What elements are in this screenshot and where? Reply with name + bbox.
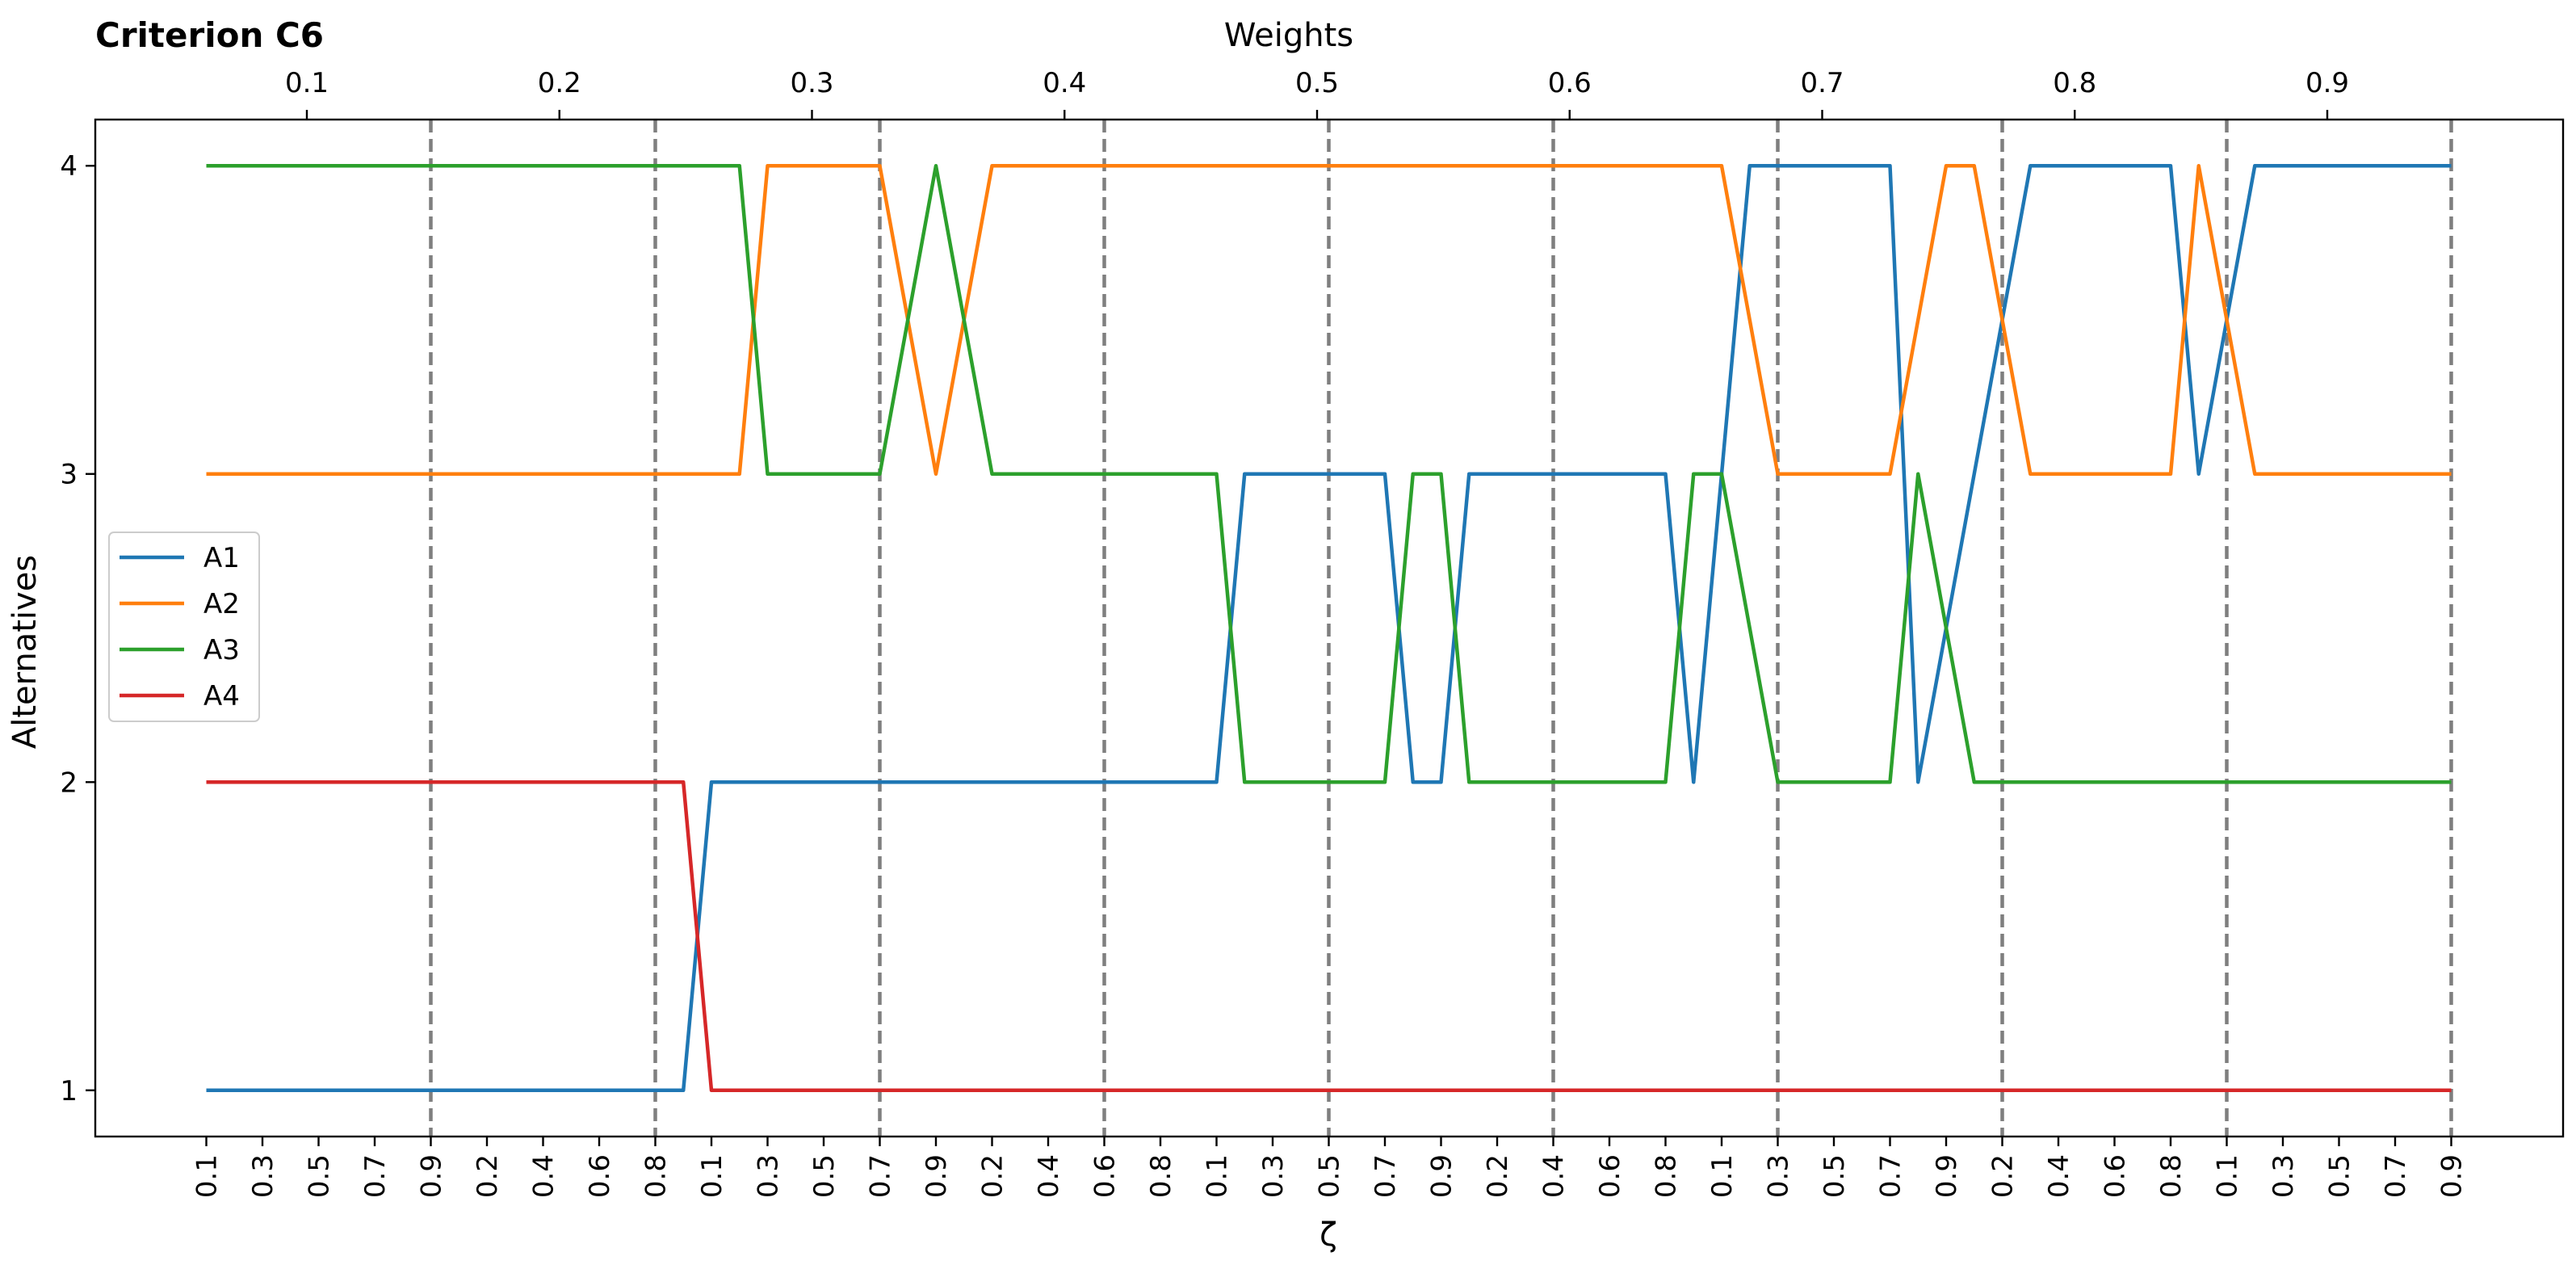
top-tick-label: 0.9 xyxy=(2305,67,2349,99)
x-axis-label: ζ xyxy=(1319,1216,1337,1254)
top-tick-label: 0.5 xyxy=(1295,67,1339,99)
x-tick-label: 0.8 xyxy=(1651,1154,1683,1198)
x-tick-label: 0.8 xyxy=(1145,1154,1177,1198)
x-tick-label: 0.3 xyxy=(1257,1154,1290,1198)
x-tick-label: 0.5 xyxy=(304,1154,336,1198)
x-tick-label: 0.1 xyxy=(1706,1154,1739,1198)
x-tick-label: 0.9 xyxy=(921,1154,953,1198)
x-tick-label: 0.9 xyxy=(2436,1154,2469,1198)
top-tick-label: 0.8 xyxy=(2053,67,2096,99)
series-a3-line xyxy=(206,163,2452,784)
chart-title: Criterion C6 xyxy=(95,15,324,55)
x-tick-label: 0.2 xyxy=(472,1154,504,1198)
x-tick-label: 0.7 xyxy=(2380,1154,2412,1198)
y-tick-label: 3 xyxy=(60,459,78,491)
series-lines xyxy=(206,163,2452,1093)
top-tick-label: 0.3 xyxy=(790,67,833,99)
x-tick-label: 0.3 xyxy=(2268,1154,2300,1198)
top-tick-label: 0.7 xyxy=(1800,67,1844,99)
x-tick-label: 0.2 xyxy=(977,1154,1009,1198)
x-tick-label: 0.9 xyxy=(416,1154,448,1198)
y-tick-label: 4 xyxy=(60,150,78,183)
x-tick-label: 0.2 xyxy=(1987,1154,2020,1198)
x-tick-label: 0.9 xyxy=(1426,1154,1458,1198)
legend-label-a1: A1 xyxy=(203,542,240,574)
legend: A1 A2 A3 A4 xyxy=(108,532,260,722)
x-tick-label: 0.9 xyxy=(1931,1154,1963,1198)
legend-label-a4: A4 xyxy=(203,680,240,712)
x-tick-label: 0.4 xyxy=(1033,1154,1065,1198)
legend-label-a2: A2 xyxy=(203,588,240,620)
x-tick-label: 0.1 xyxy=(2212,1154,2244,1198)
divider-lines xyxy=(429,120,2453,1137)
x-tick-label: 0.7 xyxy=(1370,1154,1402,1198)
y-axis-label: Alternatives xyxy=(6,555,44,749)
top-tick-label: 0.4 xyxy=(1043,67,1086,99)
series-a4-line xyxy=(206,780,2452,1093)
legend-box xyxy=(108,532,260,722)
legend-label-a3: A3 xyxy=(203,634,240,666)
x-tick-label: 0.5 xyxy=(1314,1154,1346,1198)
y-tick-label: 2 xyxy=(60,767,78,799)
x-tick-label: 0.8 xyxy=(640,1154,673,1198)
axis-ticks: 1 2 3 4 0.1 0.3 0.5 0.7 0.9 0.2 0.4 0.6 0.8 0.1 0.3 0.5… xyxy=(60,67,2468,1198)
x-tick-label: 0.7 xyxy=(1875,1154,1907,1198)
x-tick-label: 0.3 xyxy=(1763,1154,1795,1198)
x-tick-label: 0.5 xyxy=(808,1154,841,1198)
top-tick-label: 0.1 xyxy=(285,67,329,99)
x-tick-label: 0.1 xyxy=(1202,1154,1234,1198)
x-tick-label: 0.4 xyxy=(1538,1154,1571,1198)
plot-frame xyxy=(94,118,2565,1138)
x-tick-label: 0.6 xyxy=(1594,1154,1626,1198)
x-tick-label: 0.2 xyxy=(1482,1154,1514,1198)
x-tick-label: 0.7 xyxy=(359,1154,392,1198)
y-tick-label: 1 xyxy=(60,1075,78,1107)
x-tick-label: 0.5 xyxy=(1819,1154,1851,1198)
x-tick-label: 0.8 xyxy=(2155,1154,2188,1198)
top-axis-label: Weights xyxy=(1224,17,1353,54)
x-tick-label: 0.6 xyxy=(1089,1154,1122,1198)
top-tick-label: 0.6 xyxy=(1548,67,1592,99)
x-tick-label: 0.6 xyxy=(2100,1154,2132,1198)
x-tick-label: 0.7 xyxy=(865,1154,897,1198)
series-a2-line xyxy=(206,163,2452,476)
x-tick-label: 0.4 xyxy=(2043,1154,2075,1198)
x-tick-label: 0.6 xyxy=(584,1154,616,1198)
x-tick-label: 0.3 xyxy=(247,1154,279,1198)
x-tick-label: 0.4 xyxy=(528,1154,560,1198)
x-tick-label: 0.5 xyxy=(2324,1154,2356,1198)
x-tick-label: 0.1 xyxy=(191,1154,224,1198)
x-tick-label: 0.1 xyxy=(696,1154,728,1198)
top-tick-label: 0.2 xyxy=(538,67,581,99)
x-tick-label: 0.3 xyxy=(753,1154,785,1198)
